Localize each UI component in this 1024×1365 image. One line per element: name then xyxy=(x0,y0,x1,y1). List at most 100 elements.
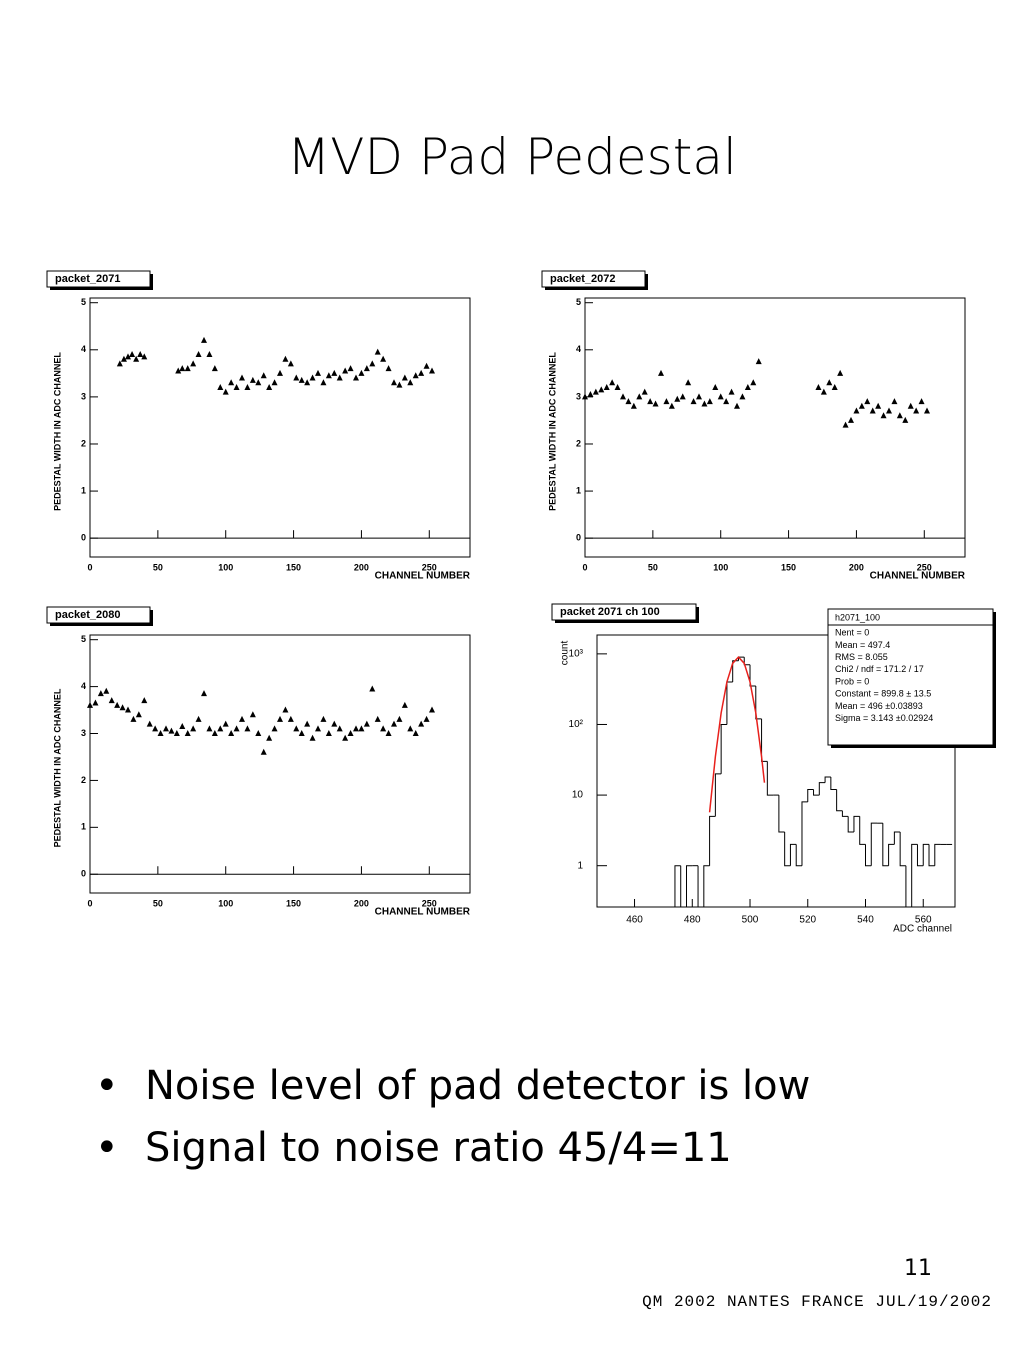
x-tick-label: 50 xyxy=(153,562,163,572)
x-tick-label: 460 xyxy=(626,915,643,926)
point xyxy=(875,402,882,409)
stats-line: RMS = 8.055 xyxy=(835,652,888,662)
point xyxy=(157,730,164,737)
point xyxy=(641,388,648,395)
point xyxy=(880,412,887,419)
point xyxy=(401,701,408,708)
point xyxy=(201,690,207,697)
y-tick-label: 5 xyxy=(576,297,581,307)
point xyxy=(271,379,278,386)
x-axis-label: CHANNEL NUMBER xyxy=(870,571,966,582)
point xyxy=(734,402,740,409)
point xyxy=(222,720,229,727)
histogram-bin xyxy=(697,865,704,908)
point xyxy=(129,351,136,358)
point xyxy=(913,407,920,414)
point xyxy=(195,351,202,358)
point xyxy=(152,725,159,732)
x-axis-label: ADC channel xyxy=(893,924,952,935)
point xyxy=(255,379,262,386)
point xyxy=(260,748,267,755)
point xyxy=(429,706,435,713)
x-tick-label: 520 xyxy=(799,915,816,926)
histogram-bin xyxy=(686,865,693,907)
point xyxy=(168,727,175,734)
histogram-bin xyxy=(714,773,722,817)
point xyxy=(287,360,294,367)
point xyxy=(244,383,251,390)
point xyxy=(304,379,311,386)
x-tick-label: 150 xyxy=(781,562,796,572)
point xyxy=(429,367,435,374)
point xyxy=(249,711,256,718)
point xyxy=(815,383,822,390)
y-tick-label: 10³ xyxy=(569,649,584,660)
point xyxy=(853,407,860,414)
point xyxy=(287,715,294,722)
point xyxy=(336,374,343,381)
stats-line: Chi2 / ndf = 171.2 / 17 xyxy=(835,664,924,674)
point xyxy=(412,372,419,379)
y-tick-label: 1 xyxy=(576,485,581,495)
y-tick-label: 4 xyxy=(576,344,581,354)
point xyxy=(201,336,207,343)
point xyxy=(401,374,408,381)
x-tick-label: 480 xyxy=(684,915,701,926)
histogram-bin xyxy=(703,865,710,907)
chart-title: packet_2080 xyxy=(55,609,120,621)
x-tick-label: 500 xyxy=(742,915,759,926)
x-tick-label: 560 xyxy=(915,915,932,926)
point xyxy=(116,360,123,367)
histogram-bin xyxy=(888,843,895,866)
point xyxy=(864,398,871,405)
point xyxy=(744,383,751,390)
point xyxy=(125,706,131,713)
point xyxy=(625,398,632,405)
point xyxy=(233,725,240,732)
point xyxy=(260,372,267,379)
title-box xyxy=(541,270,646,288)
point xyxy=(363,720,370,727)
x-tick-label: 200 xyxy=(849,562,864,572)
bullet: Signal to noise ratio 45/4=11 xyxy=(95,1122,810,1184)
point xyxy=(309,374,316,381)
histogram-bin xyxy=(824,776,831,783)
stats-line: Prob = 0 xyxy=(835,676,869,686)
point xyxy=(418,720,425,727)
y-axis-label: PEDESTAL WIDTH IN ADC CHANNEL xyxy=(52,688,62,847)
plot-frame xyxy=(89,634,471,894)
point xyxy=(755,358,762,365)
point xyxy=(244,725,251,732)
histogram-bin xyxy=(870,822,878,866)
point xyxy=(125,353,131,360)
point xyxy=(363,365,370,372)
x-axis-label: CHANNEL NUMBER xyxy=(375,571,471,582)
point xyxy=(658,369,664,376)
point xyxy=(696,393,702,400)
point xyxy=(750,379,757,386)
point xyxy=(353,725,359,732)
y-tick-label: 1 xyxy=(577,860,583,871)
point xyxy=(114,701,121,708)
point xyxy=(190,360,197,367)
x-tick-label: 50 xyxy=(648,562,658,572)
point xyxy=(87,701,93,708)
point xyxy=(837,369,844,376)
point xyxy=(130,715,137,722)
point xyxy=(924,407,930,414)
x-tick-label: 250 xyxy=(422,562,437,572)
x-tick-label: 0 xyxy=(87,562,92,572)
point xyxy=(353,374,359,381)
point xyxy=(380,355,387,362)
stats-line: Sigma = 3.143 ±0.02924 xyxy=(835,713,933,723)
stats-line: Mean = 496 ±0.03893 xyxy=(835,701,923,711)
point xyxy=(293,374,300,381)
histogram-bin xyxy=(789,843,797,866)
point xyxy=(282,355,289,362)
point xyxy=(587,391,594,398)
point xyxy=(133,355,140,362)
histogram-bin xyxy=(732,660,739,682)
point xyxy=(609,379,616,386)
y-tick-label: 2 xyxy=(81,438,86,448)
point xyxy=(347,730,354,737)
